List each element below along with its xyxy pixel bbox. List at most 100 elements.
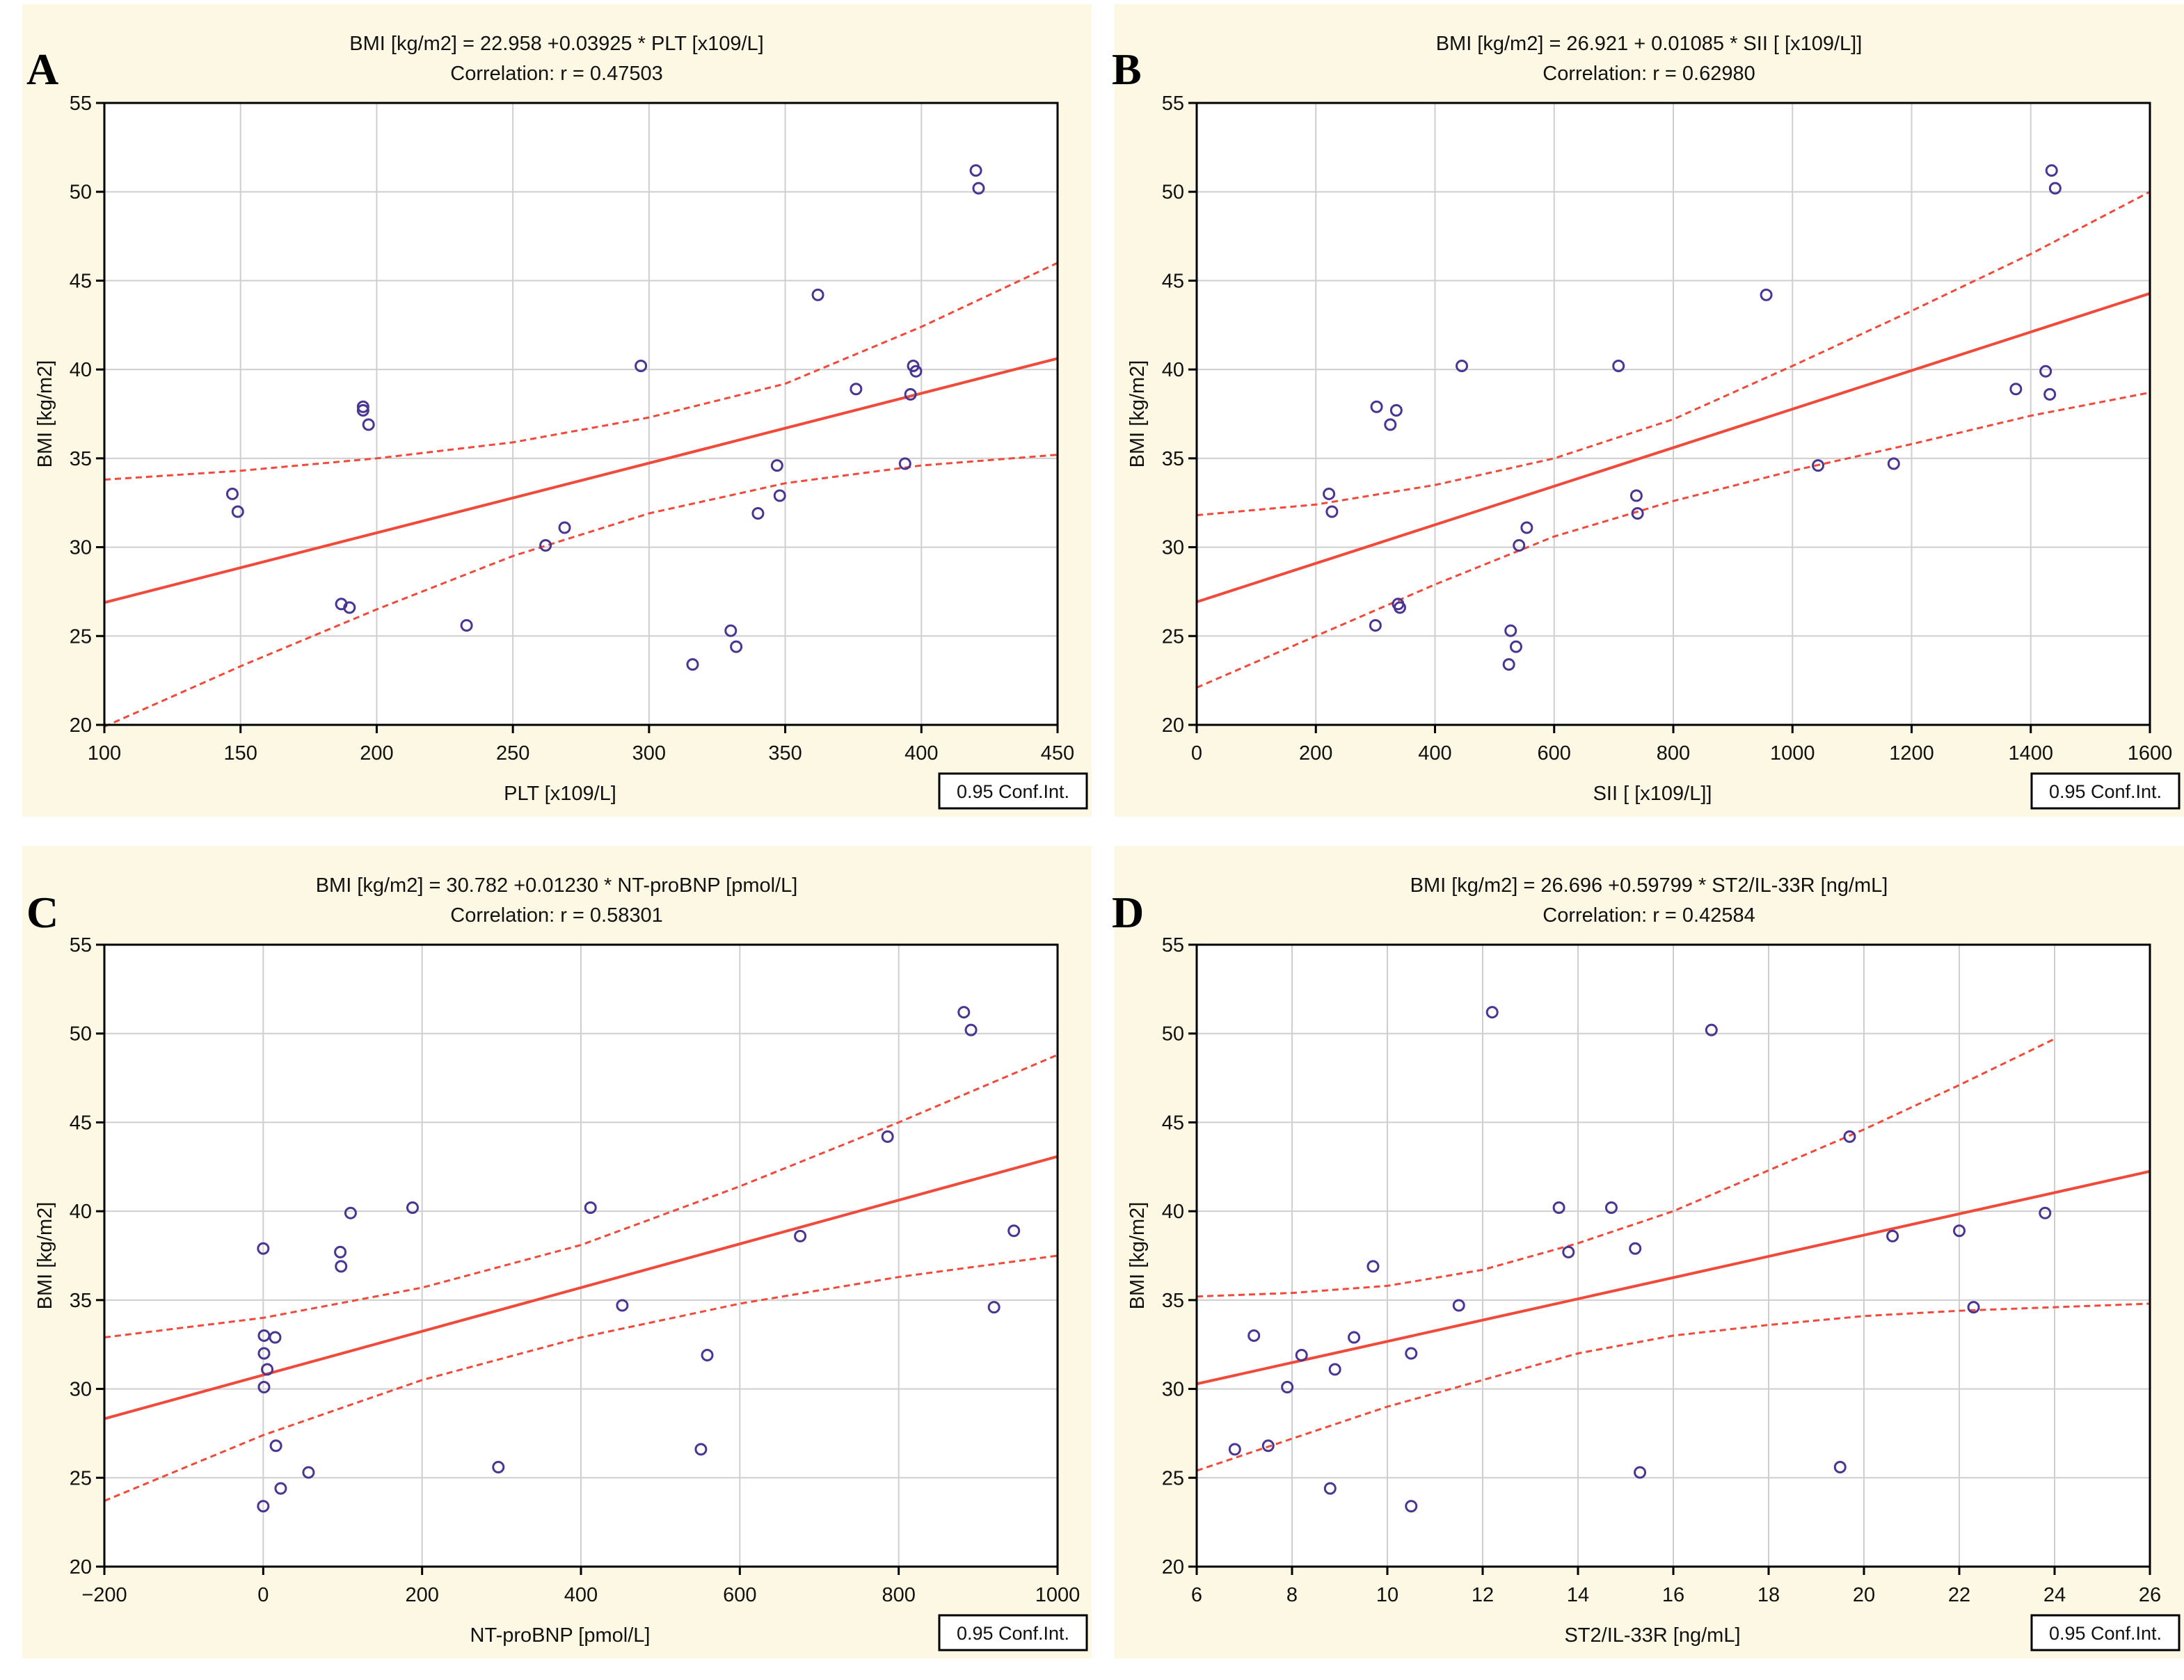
data-point xyxy=(1366,1260,1380,1273)
regression-line xyxy=(104,357,1058,605)
ci-upper-line xyxy=(1196,191,2151,517)
y-tick-label: 55 xyxy=(70,934,92,957)
chart-title: BMI [kg/m2] = 26.696 +0.59799 * ST2/IL-3… xyxy=(1410,874,1888,897)
data-point xyxy=(460,618,473,632)
panel-c-label: C xyxy=(26,888,59,937)
data-point xyxy=(1323,487,1336,500)
data-point xyxy=(751,507,765,520)
data-point xyxy=(1228,1443,1241,1456)
ci-lower-line xyxy=(104,1254,1058,1502)
chart-b-svg: 0 200 400 600 800 1000 1200 1400 1600 20 25 30 35 40 4… xyxy=(1115,4,2184,817)
x-tick-label: 14 xyxy=(1567,1584,1589,1606)
x-tick-label: 600 xyxy=(1538,742,1571,765)
data-point xyxy=(898,457,911,470)
data-point xyxy=(225,487,239,500)
data-point xyxy=(269,1439,282,1453)
data-point xyxy=(1007,1224,1021,1238)
data-point xyxy=(1509,640,1522,653)
x-tick-label: 800 xyxy=(1657,742,1690,765)
y-tick-label: 35 xyxy=(1162,1290,1184,1312)
x-tick-label: 20 xyxy=(1853,1584,1875,1606)
data-point xyxy=(881,1130,894,1143)
data-point xyxy=(539,539,552,552)
data-point xyxy=(356,403,369,417)
x-tick-label: 800 xyxy=(882,1584,915,1606)
data-point xyxy=(584,1201,597,1215)
x-tick-label: 200 xyxy=(405,1584,438,1606)
data-point xyxy=(274,1482,287,1495)
data-point xyxy=(356,400,369,413)
x-tick-label: 300 xyxy=(632,742,666,765)
data-point xyxy=(1281,1381,1294,1394)
panel-a-label: A xyxy=(26,45,59,94)
data-point xyxy=(694,1443,708,1456)
y-tick-label: 45 xyxy=(1162,1112,1184,1134)
y-tick-label: 25 xyxy=(70,625,92,648)
x-tick-label: 1400 xyxy=(2008,742,2053,765)
panel-a: 100 150 200 250 300 350 400 450 20 25 30 35 40 45 50 55… xyxy=(0,0,1092,828)
data-points xyxy=(1323,164,2062,671)
data-point xyxy=(1248,1329,1261,1342)
data-point xyxy=(969,164,982,177)
y-tick-label: 50 xyxy=(70,182,92,204)
x-tick-label: 400 xyxy=(564,1584,598,1606)
data-point xyxy=(302,1466,315,1479)
x-tick-label: −200 xyxy=(81,1584,127,1606)
x-tick-label: 16 xyxy=(1662,1584,1684,1606)
data-point xyxy=(1328,1363,1341,1376)
data-point xyxy=(2048,182,2062,195)
data-point xyxy=(770,459,783,472)
x-tick-label: 1200 xyxy=(1889,742,1934,765)
y-tick-label: 20 xyxy=(1162,714,1184,737)
data-point xyxy=(257,1500,270,1513)
x-tick-label: 600 xyxy=(723,1584,756,1606)
data-point xyxy=(2045,164,2058,177)
x-axis-label: ST2/IL-33R [ng/mL] xyxy=(1564,1624,1740,1647)
data-point xyxy=(1384,418,1397,431)
x-tick-label: 350 xyxy=(768,742,802,765)
x-tick-label: 24 xyxy=(2043,1584,2066,1606)
data-point xyxy=(1485,1006,1499,1019)
x-tick-label: 0 xyxy=(257,1584,269,1606)
y-axis-label: BMI [kg/m2] xyxy=(34,360,56,468)
x-axis-label: PLT [x109/L] xyxy=(504,783,616,805)
data-point xyxy=(794,1229,807,1242)
data-point xyxy=(1887,457,1900,470)
y-tick-label: 40 xyxy=(70,359,92,381)
panel-c: −200 0 200 400 600 800 1000 20 25 30 35 40 45 50 55 BMI… xyxy=(0,842,1092,1670)
data-point xyxy=(344,1206,357,1219)
data-point xyxy=(2043,387,2057,401)
conf-int-box xyxy=(938,772,1088,810)
chart-d-svg: 6 8 10 12 14 16 18 20 22 24 26 20 25 30 35 40 45 50 55 BMI … xyxy=(1115,846,2184,1658)
data-point xyxy=(231,505,244,518)
y-tick-label: 40 xyxy=(70,1201,92,1223)
data-point xyxy=(1833,1460,1847,1473)
data-point xyxy=(730,640,743,653)
regression-line xyxy=(104,1155,1058,1421)
data-point xyxy=(1705,1023,1718,1037)
data-points xyxy=(225,164,985,671)
data-point xyxy=(1502,658,1515,671)
x-tick-label: 18 xyxy=(1757,1584,1780,1606)
chart-title: BMI [kg/m2] = 30.782 +0.01230 * NT-proBN… xyxy=(316,874,798,897)
regression-line xyxy=(1196,291,2151,604)
x-tick-label: 200 xyxy=(1299,742,1332,765)
conf-int-label: 0.95 Conf.Int. xyxy=(2049,1623,2162,1644)
ci-upper-line xyxy=(1196,1038,2055,1298)
plot-area xyxy=(104,103,1058,725)
y-tick-label: 30 xyxy=(1162,537,1184,559)
data-point xyxy=(2039,1206,2052,1219)
ci-upper-line xyxy=(104,262,1058,481)
x-tick-label: 1000 xyxy=(1035,1584,1081,1606)
y-tick-label: 35 xyxy=(1162,448,1184,470)
data-point xyxy=(492,1460,505,1473)
data-point xyxy=(1812,459,1825,472)
ci-lower-line xyxy=(1196,1302,2151,1472)
x-tick-label: 1000 xyxy=(1770,742,1815,765)
gridlines xyxy=(104,103,1058,725)
y-tick-label: 20 xyxy=(70,1556,92,1578)
data-point xyxy=(257,1381,271,1394)
y-tick-label: 50 xyxy=(1162,182,1184,204)
conf-int-label: 0.95 Conf.Int. xyxy=(957,781,1069,802)
chart-c-svg: −200 0 200 400 600 800 1000 20 25 30 35 40 45 50 55 BMI… xyxy=(22,846,1092,1658)
